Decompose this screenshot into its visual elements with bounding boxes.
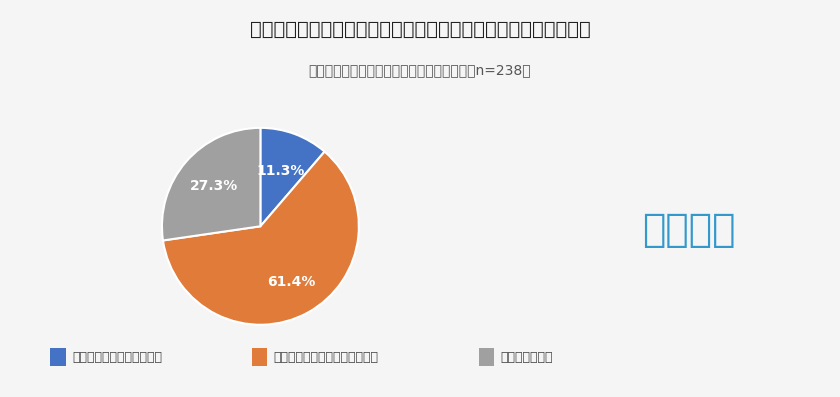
Text: 訪れてはいないが興味を持った: 訪れてはいないが興味を持った (274, 351, 379, 364)
FancyBboxPatch shape (252, 349, 267, 366)
FancyBboxPatch shape (50, 349, 66, 366)
Text: 特に変わらない: 特に変わらない (501, 351, 554, 364)
Text: （「ふるさと納税」を行ったことがある人｜n=238）: （「ふるさと納税」を行ったことがある人｜n=238） (308, 64, 532, 77)
Text: 興味を持ち、実際に訪れた: 興味を持ち、実際に訪れた (72, 351, 162, 364)
Wedge shape (260, 128, 324, 226)
Text: 27.3%: 27.3% (190, 179, 239, 193)
Text: エアトリ: エアトリ (642, 211, 736, 249)
Wedge shape (162, 128, 260, 241)
Wedge shape (163, 152, 359, 325)
Text: 11.3%: 11.3% (257, 164, 305, 178)
FancyBboxPatch shape (479, 349, 494, 366)
Text: 61.4%: 61.4% (267, 276, 315, 289)
Text: 「ふるさと納税」を行ったことで納税先に興味を持ちましたか？: 「ふるさと納税」を行ったことで納税先に興味を持ちましたか？ (249, 20, 591, 39)
